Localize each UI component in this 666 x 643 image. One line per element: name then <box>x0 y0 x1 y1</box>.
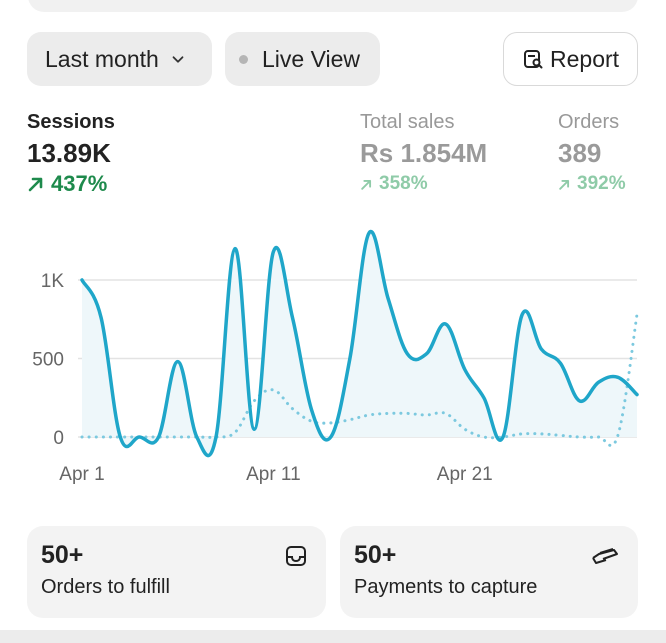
arrow-up-right-icon <box>28 177 43 192</box>
metric-change-value: 358% <box>379 173 428 194</box>
metric-label: Total sales <box>360 111 455 133</box>
x-tick-label: Apr 1 <box>59 464 104 485</box>
sessions-area <box>82 231 637 456</box>
card-label: Orders to fulfill <box>41 576 170 598</box>
sessions-series-line <box>80 229 639 458</box>
report-button[interactable]: Report <box>503 32 638 86</box>
metric-total-sales[interactable]: Total sales Rs 1.854M 358% <box>360 110 487 198</box>
orders-to-fulfill-card[interactable]: 50+ Orders to fulfill <box>27 526 326 618</box>
arrow-up-right-icon <box>361 179 372 190</box>
sessions-chart[interactable]: 1K 500 0 Apr 1 Apr 11 Apr 21 <box>0 215 666 515</box>
card-label: Payments to capture <box>354 576 538 598</box>
metric-sessions[interactable]: Sessions 13.89K 437% <box>27 110 115 198</box>
x-tick-label: Apr 11 <box>246 464 301 485</box>
y-tick-label: 0 <box>53 428 64 449</box>
card-count: 50+ <box>41 541 84 569</box>
metric-change-value: 392% <box>577 173 626 194</box>
y-tick-label: 1K <box>41 271 65 292</box>
metric-value: 13.89K <box>27 138 111 168</box>
date-range-label: Last month <box>45 45 159 72</box>
inbox-icon <box>286 546 306 566</box>
metric-label: Sessions <box>27 111 115 133</box>
metric-change-value: 437% <box>51 171 108 196</box>
metric-change: 437% <box>27 170 115 198</box>
x-tick-label: Apr 21 <box>437 464 493 485</box>
metric-value: 389 <box>558 138 602 168</box>
comparison-series-line <box>80 313 639 448</box>
metric-change: 358% <box>360 170 487 198</box>
metric-change: 392% <box>558 170 626 198</box>
payments-to-capture-card[interactable]: 50+ Payments to capture <box>340 526 638 618</box>
arrow-up-right-icon <box>559 179 570 190</box>
metric-value: Rs 1.854M <box>360 138 488 168</box>
top-card <box>28 0 638 12</box>
date-range-dropdown[interactable]: Last month <box>27 32 212 86</box>
metric-orders[interactable]: Orders 389 392% <box>558 110 626 198</box>
metric-label: Orders <box>558 111 620 133</box>
hand-card-icon <box>592 548 618 564</box>
live-status-dot <box>239 54 248 64</box>
y-tick-label: 500 <box>32 350 64 371</box>
report-icon <box>524 50 543 69</box>
report-label: Report <box>550 45 620 72</box>
card-count: 50+ <box>354 541 397 569</box>
chevron-down-icon <box>172 56 184 63</box>
live-view-button[interactable]: Live View <box>225 32 380 86</box>
live-view-label: Live View <box>262 45 361 72</box>
bottom-divider <box>0 630 666 643</box>
